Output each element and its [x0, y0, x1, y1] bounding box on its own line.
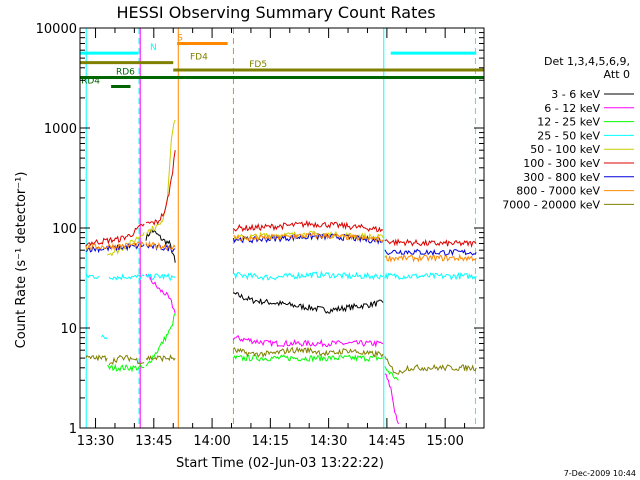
x-tick-label-5: 14:45	[368, 434, 405, 449]
x-axis-label: Start Time (02-Jun-03 13:22:22)	[176, 456, 384, 471]
plot-area	[85, 28, 477, 428]
flag-label-fd5: FD5	[249, 60, 267, 70]
y-tick-label-2: 100	[52, 222, 77, 237]
y-tick-label-0: 1	[69, 422, 77, 437]
x-tick-label-4: 14:30	[310, 434, 347, 449]
series-25-50-kev-segment-1	[100, 334, 108, 340]
series-6-12-kev-segment-1	[232, 335, 384, 348]
y-tick-label-3: 1000	[44, 122, 77, 137]
timestamp: 7-Dec-2009 10:44	[564, 469, 636, 478]
series-25-50-kev-segment-5	[384, 272, 477, 281]
y-tick-label-1: 10	[60, 322, 77, 337]
chart-title: HESSI Observing Summary Count Rates	[116, 3, 435, 22]
legend-entry-1: 6 - 12 keV	[544, 102, 600, 115]
series-800-7000-kev-segment-2	[233, 232, 384, 244]
series-25-50-kev-segment-3	[145, 272, 176, 282]
flag-bars: N S FD4 FD5 RD6 RD4	[80, 33, 484, 89]
series-800-7000-kev-segment-3	[384, 253, 477, 263]
series-50-100-kev-segment-0	[106, 232, 145, 257]
legend-entry-7: 800 - 7000 keV	[516, 185, 600, 198]
series-100-300-kev-segment-3	[384, 238, 477, 248]
x-tick-label-2: 14:00	[193, 434, 230, 449]
flag-label-s: S	[177, 33, 183, 43]
x-tick-label-6: 15:00	[426, 434, 463, 449]
y-tick-label-4: 10000	[36, 22, 77, 37]
series-800-7000-kev-segment-1	[145, 240, 176, 251]
flag-label-n: N	[150, 43, 157, 53]
series-25-50-kev-segment-4	[233, 270, 384, 281]
flag-label-rd4: RD4	[81, 77, 100, 87]
series-12-25-kev-segment-0	[107, 363, 145, 373]
series-3-6-kev-segment-1	[233, 292, 384, 314]
x-tick-label-3: 14:15	[252, 434, 289, 449]
axes: 1 10 100 1000 10000 13:30 13:45 14:00 14:15 14:30…	[36, 22, 485, 449]
series-12-25-kev-segment-3	[384, 366, 399, 381]
series-50-100-kev-segment-1	[145, 119, 176, 236]
series-12-25-kev-segment-2	[232, 354, 384, 363]
series-3-6-kev-segment-0	[145, 229, 176, 263]
series-300-800-kev-segment-3	[384, 248, 477, 257]
y-axis-label: Count Rate (s⁻¹ detector⁻¹)	[14, 172, 29, 349]
series-800-7000-kev-segment-0	[85, 240, 145, 251]
series-100-300-kev-segment-0	[85, 223, 145, 247]
legend-title-line-1: Att 0	[604, 68, 630, 81]
series-6-12-kev-segment-0	[145, 273, 176, 314]
legend-entry-5: 100 - 300 keV	[523, 157, 600, 170]
series-25-50-kev-segment-0	[85, 273, 100, 279]
series-7000-20000-kev-segment-4	[384, 356, 477, 375]
x-tick-label-0: 13:30	[77, 434, 114, 449]
x-tick-label-1: 13:45	[135, 434, 172, 449]
legend-title-line-0: Det 1,3,4,5,6,9,	[544, 55, 630, 68]
legend-entry-8: 7000 - 20000 keV	[502, 198, 600, 211]
series-7000-20000-kev-segment-0	[85, 354, 108, 363]
series-7000-20000-kev-segment-1	[108, 354, 145, 366]
legend-entry-4: 50 - 100 keV	[530, 143, 600, 156]
series-12-25-kev-segment-1	[145, 313, 176, 367]
series-7000-20000-kev-segment-2	[145, 353, 176, 363]
legend-entry-0: 3 - 6 keV	[551, 88, 600, 101]
legend-entry-6: 300 - 800 keV	[523, 171, 600, 184]
flag-label-rd6: RD6	[116, 67, 135, 77]
series-25-50-kev-segment-2	[108, 273, 145, 281]
series-6-12-kev-segment-2	[384, 373, 399, 425]
legend-entry-3: 25 - 50 keV	[537, 129, 600, 142]
flag-label-fd4: FD4	[190, 53, 208, 63]
series-100-300-kev-segment-1	[145, 150, 176, 226]
series-7000-20000-kev-segment-3	[233, 346, 384, 358]
series-100-300-kev-segment-2	[233, 219, 384, 233]
legend-entry-2: 12 - 25 keV	[537, 116, 600, 129]
